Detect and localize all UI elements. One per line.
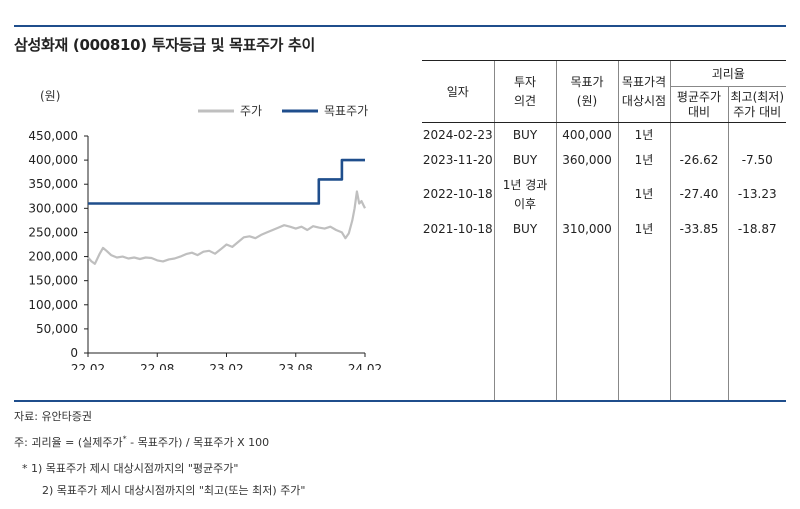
y-axis-label: (원) [40,89,60,103]
x-axis: 22.02 22.08 23.02 23.08 24.02 [71,352,382,370]
cell-avg [669,122,728,148]
cell-avg: -27.40 [669,172,728,217]
empty-cell [669,241,728,402]
rating-table: 일자 투자 의견 목표가 (원) 목표가격 대상시점 괴리율 평균주가 대비 최… [422,60,786,402]
y-tick-label: 50,000 [36,322,78,336]
cell-target [555,172,618,217]
page-title: 삼성화재 (000810) 투자등급 및 목표주가 추이 [14,36,316,54]
cell-opinion: 1년 경과 이후 [493,172,556,217]
header-avg: 평균주가 대비 [669,86,728,123]
empty-cell [422,242,494,402]
cell-opinion: BUY [493,216,556,242]
y-tick-label: 0 [70,346,78,360]
cell-high-low: -7.50 [727,147,786,173]
target-price-line [88,158,365,205]
y-tick-label: 200,000 [28,250,78,264]
cell-date: 2023-11-20 [422,152,493,167]
y-tick-label: 150,000 [28,274,78,288]
bottom-rule [14,400,786,402]
empty-cell [617,241,670,402]
y-tick-label: 400,000 [28,153,78,167]
x-tick-label: 22.02 [71,362,105,370]
table-row: 2022-10-18 1년 경과 이후 1년 -27.40 -13.23 [422,172,786,217]
cell-date: 2022-10-18 [422,187,493,201]
cell-date: 2021-10-18 [422,221,493,236]
footnote-1: * 1) 목표주가 제시 대상시점까지의 "평균주가" [22,462,239,475]
price-line [87,190,366,265]
y-tick-label: 250,000 [28,225,78,239]
cell-horizon: 1년 [617,122,670,148]
cell-target: 400,000 [555,122,618,148]
header-target: 목표가 (원) [555,60,618,123]
footnote-2: 2) 목표주가 제시 대상시점까지의 "최고(또는 최저) 주가" [42,484,306,497]
header-date: 일자 [422,60,494,123]
header-opinion: 투자 의견 [493,60,556,123]
cell-date: 2024-02-23 [422,127,493,142]
empty-cell [727,241,786,402]
y-tick-label: 100,000 [28,298,78,312]
cell-horizon: 1년 [617,172,670,217]
cell-opinion: BUY [493,122,556,148]
top-rule [14,25,786,27]
cell-target: 360,000 [555,147,618,173]
x-tick-label: 23.08 [279,362,313,370]
cell-avg: -33.85 [669,216,728,242]
header-divergence: 괴리율 [669,60,786,87]
legend-label: 주가 [240,104,262,118]
cell-target: 310,000 [555,216,618,242]
x-tick-label: 22.08 [140,362,174,370]
table-filler-row [422,241,786,402]
y-tick-label: 450,000 [28,129,78,143]
chart-series [87,158,366,265]
y-tick-label: 350,000 [28,177,78,191]
table-row: 2023-11-20 BUY 360,000 1년 -26.62 -7.50 [422,147,786,173]
cell-horizon: 1년 [617,147,670,173]
cell-high-low [727,122,786,148]
cell-horizon: 1년 [617,216,670,242]
price-chart: (원) 주가 목표주가 450,000 400,000 350,000 300,000 2… [28,89,382,370]
formula-note: 주: 괴리율 = (실제주가* - 목표주가) / 목표주가 X 100 [14,434,270,449]
table-row: 2024-02-23 BUY 400,000 1년 [422,122,786,148]
header-horizon: 목표가격 대상시점 [617,60,670,123]
y-tick-label: 300,000 [28,201,78,215]
empty-cell [493,241,556,402]
cell-high-low: -18.87 [727,216,786,242]
x-tick-label: 23.02 [209,362,243,370]
cell-opinion: BUY [493,147,556,173]
cell-high-low: -13.23 [727,172,786,217]
table-row: 2021-10-18 BUY 310,000 1년 -33.85 -18.87 [422,216,786,242]
header-high-low: 최고(최저) 주가 대비 [727,86,786,123]
x-tick-label: 24.02 [348,362,382,370]
chart-legend: 주가 목표주가 [198,104,368,118]
legend-label: 목표주가 [324,104,368,118]
empty-cell [555,241,618,402]
y-axis: 450,000 400,000 350,000 300,000 250,000 200,0… [28,129,89,360]
cell-avg: -26.62 [669,147,728,173]
source-note: 자료: 유안타증권 [14,410,93,423]
